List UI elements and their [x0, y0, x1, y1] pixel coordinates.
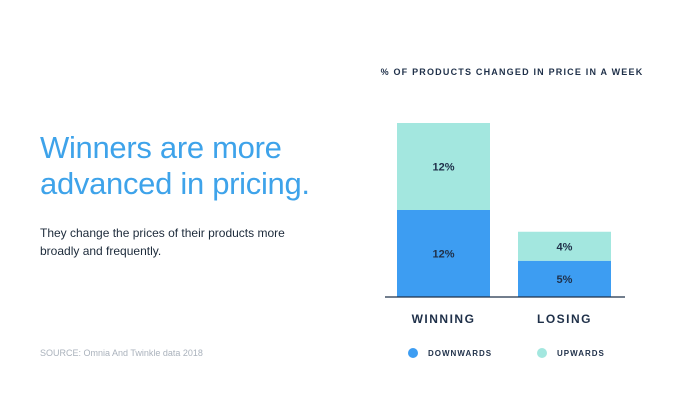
source-note: SOURCE: Omnia And Twinkle data 2018 — [40, 348, 203, 358]
data-label-losing-upwards: 4% — [557, 241, 573, 253]
bar-losing-downwards — [518, 260, 611, 297]
headline: Winners are more advanced in pricing. — [40, 130, 370, 202]
chart-legend: DOWNWARDS UPWARDS — [408, 348, 605, 358]
data-label-losing-downwards: 5% — [557, 274, 573, 286]
legend-swatch-upwards — [537, 348, 547, 358]
subheadline: They change the prices of their products… — [40, 224, 340, 260]
data-label-winning-upwards: 12% — [432, 162, 454, 174]
bar-winning-downwards — [397, 210, 490, 297]
bar-losing-upwards — [518, 231, 611, 261]
subheadline-line-2: broadly and frequently. — [40, 244, 162, 258]
legend-label-upwards: UPWARDS — [557, 349, 605, 358]
legend-label-downwards: DOWNWARDS — [428, 349, 492, 358]
category-label-winning: WINNING — [412, 312, 476, 326]
headline-line-1: Winners are more — [40, 130, 282, 165]
bars-group: 12% 12% 5% 4% — [397, 123, 611, 297]
headline-line-2: advanced in pricing. — [40, 166, 310, 201]
bar-winning-upwards — [397, 123, 490, 210]
category-labels: WINNING LOSING — [412, 312, 592, 326]
category-label-losing: LOSING — [537, 312, 592, 326]
subheadline-line-1: They change the prices of their products… — [40, 226, 285, 240]
legend-swatch-downwards — [408, 348, 418, 358]
data-label-winning-downwards: 12% — [432, 249, 454, 261]
chart-title: % OF PRODUCTS CHANGED IN PRICE IN A WEEK — [381, 67, 644, 77]
